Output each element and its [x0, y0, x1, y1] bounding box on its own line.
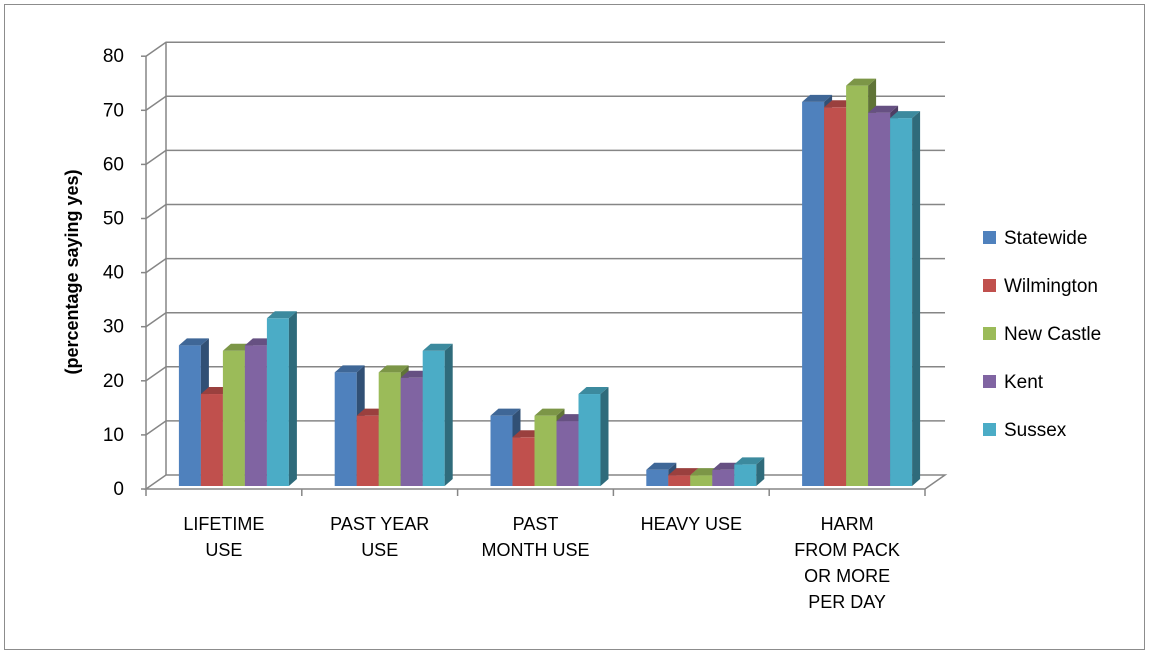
bar [578, 387, 609, 486]
y-tick-label: 30 [103, 317, 124, 338]
bar-top [846, 78, 877, 86]
bar-front [646, 469, 669, 486]
bar [422, 343, 453, 486]
legend-swatch [983, 423, 996, 436]
bar-front [690, 475, 713, 486]
y-tick-label: 80 [103, 46, 124, 67]
legend-swatch [983, 279, 996, 292]
legend-swatch [983, 327, 996, 340]
bar-front [334, 372, 357, 486]
gridline [145, 149, 945, 166]
bar-top [266, 311, 297, 319]
bar-front [178, 345, 201, 486]
gridline [145, 95, 945, 111]
bar [266, 311, 297, 486]
bar-front [734, 464, 757, 486]
bar-front [512, 437, 535, 486]
bar-top [490, 408, 521, 416]
bar-front [400, 377, 423, 486]
x-category-label: LIFETIME USE [183, 514, 264, 560]
x-category-label: HEAVY USE [641, 514, 742, 534]
bar-front [556, 421, 579, 486]
bar-front [244, 345, 267, 486]
bar-top [802, 94, 833, 102]
bar-front [266, 318, 289, 486]
y-tick-label: 0 [113, 479, 124, 500]
labels-layer: 0 10 20 30 40 50 60 70 80 LIFETIME USE PAST YEAR USE… [103, 46, 900, 612]
bar-top [422, 343, 453, 351]
bar-front [668, 475, 691, 486]
y-tick-label: 20 [103, 371, 124, 392]
legend-label: New Castle [1004, 324, 1101, 345]
gridline [145, 311, 945, 328]
legend-label: Statewide [1004, 228, 1087, 249]
bar-top [334, 365, 365, 373]
x-category-label: HARM FROM PACK OR MORE PER DAY [794, 514, 900, 612]
y-tick-label: 40 [103, 263, 124, 284]
bar-top [646, 462, 677, 470]
y-axis-title: (percentage saying yes) [62, 169, 82, 374]
bar-top [890, 111, 921, 119]
legend-swatch [983, 231, 996, 244]
bar-front [222, 350, 245, 486]
bar-side [600, 387, 609, 486]
gridline [145, 366, 945, 382]
bar-top [734, 457, 765, 465]
bar-front [846, 85, 869, 486]
bar-front [868, 112, 891, 487]
gridline [145, 41, 945, 57]
legend-label: Kent [1004, 372, 1044, 393]
legend: Statewide Wilmington New Castle Kent Sussex [983, 228, 1101, 441]
y-tick-label: 50 [103, 209, 124, 230]
x-category-label: PAST YEAR USE [330, 514, 429, 560]
gridline [145, 257, 945, 274]
bar-side [912, 111, 921, 487]
bar-front [356, 415, 379, 486]
gridline [145, 203, 945, 220]
bar [734, 457, 765, 486]
bar-top [534, 408, 565, 416]
bar-front [890, 118, 913, 487]
bar-top [378, 365, 409, 373]
chart-frame [4, 4, 1145, 650]
legend-label: Wilmington [1004, 276, 1098, 297]
bars-layer [178, 78, 921, 487]
bar-top [668, 468, 699, 476]
legend-swatch [983, 375, 996, 388]
y-tick-label: 60 [103, 154, 124, 175]
y-tick-label: 10 [103, 425, 124, 446]
x-category-label: PAST MONTH USE [482, 514, 590, 560]
bar-front [824, 107, 847, 487]
gridline [145, 420, 945, 436]
bar-front [490, 415, 513, 486]
bar [890, 111, 921, 487]
bar-top [868, 105, 899, 113]
bar-top [178, 338, 209, 346]
bar-front [422, 350, 445, 486]
bar-side [756, 457, 765, 486]
bar-side [444, 343, 453, 486]
bar-front [200, 394, 223, 486]
bar-front [378, 372, 401, 486]
bar-front [712, 469, 735, 486]
y-tick-label: 70 [103, 100, 124, 121]
bar-front [802, 101, 825, 486]
bar-front [578, 394, 601, 486]
bar-front [534, 415, 557, 486]
bar-top [578, 387, 609, 395]
bar-side [288, 311, 297, 486]
legend-label: Sussex [1004, 420, 1067, 441]
